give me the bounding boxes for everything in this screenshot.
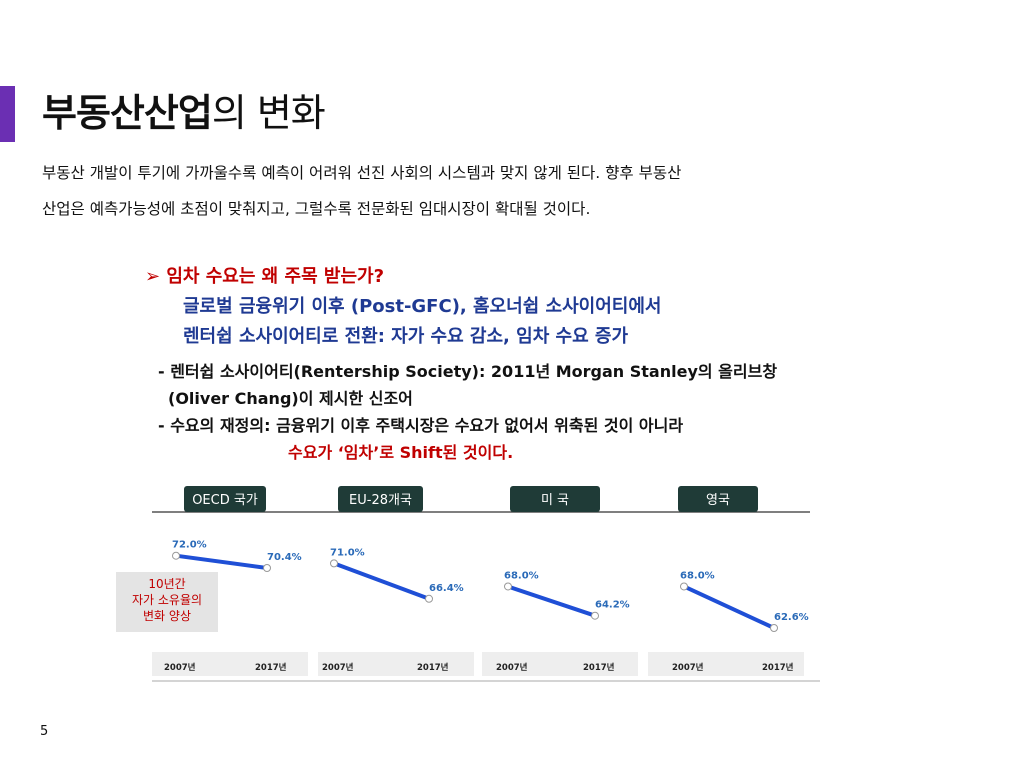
tick-label-4-1: 2007년: [672, 662, 704, 673]
panel-header-3: [510, 486, 600, 512]
panel-title-3: 미 국: [541, 493, 569, 508]
note-2-line-1: - 수요의 재정의: 금융위기 이후 주택시장은 수요가 없어서 위축된 것이 …: [158, 416, 684, 435]
tick-label-4-2: 2017년: [762, 662, 794, 673]
side-callout-line-3: 변화 양상: [143, 609, 191, 623]
data-label-2-2: 66.4%: [429, 583, 464, 594]
panel-header-2: [338, 486, 423, 512]
panel-title-4: 영국: [706, 493, 730, 508]
data-point-1-2: [263, 564, 271, 572]
series-line-4: [682, 584, 776, 630]
intro-paragraph: 부동산 개발이 투기에 가까울수록 예측이 어려워 선진 사회의 시스템과 맞지…: [42, 155, 1002, 227]
note-1-line-2: (Oliver Chang)이 제시한 신조어: [168, 389, 413, 408]
data-point-3-1: [504, 582, 512, 591]
question-block: ➢ 임차 수요는 왜 주목 받는가? 글로벌 금융위기 이후 (Post-GFC…: [145, 262, 661, 352]
page-title: 부동산산업의 변화: [42, 90, 326, 136]
title-accent-bar: [0, 86, 15, 142]
series-line-3: [506, 584, 597, 618]
data-point-2-1: [330, 559, 338, 568]
notes-block: - 렌터쉽 소사이어티(Rentership Society): 2011년 M…: [158, 358, 777, 466]
side-callout-line-2: 자가 소유율의: [132, 593, 202, 607]
note-2-line-2: 수요가 ‘임차’로 Shift된 것이다.: [288, 443, 514, 462]
panel-title-2: EU-28개국: [349, 493, 412, 508]
question-line-2: 렌터쉽 소사이어티로 전환: 자가 수요 감소, 임차 수요 증가: [183, 326, 629, 347]
page-title-light: 의 변화: [211, 91, 326, 135]
data-point-2-2: [425, 594, 433, 603]
side-callout-box: [116, 572, 218, 632]
data-point-4-1: [680, 582, 688, 591]
question-heading: ➢ 임차 수요는 왜 주목 받는가?: [145, 266, 385, 287]
homeownership-charts: OECD 국가 72.0% 2007년 70.4% 2017년 EU-28개국 71.0% 2…: [116, 486, 820, 682]
panel-header-4: [678, 486, 758, 512]
page-number: 5: [40, 724, 49, 739]
panel-axis-strip-2: [318, 652, 474, 676]
data-label-3-2: 64.2%: [595, 600, 630, 611]
data-label-4-1: 68.0%: [680, 570, 715, 581]
tick-label-1-2: 2017년: [255, 662, 287, 673]
data-label-1-2: 70.4%: [267, 552, 302, 563]
data-point-3-2: [591, 611, 599, 620]
tick-label-3-2: 2017년: [583, 662, 615, 673]
page-title-bold: 부동산산업: [42, 91, 213, 135]
data-label-4-2: 62.6%: [774, 612, 809, 623]
tick-label-2-2: 2017년: [417, 662, 449, 673]
panel-header-1: [184, 486, 266, 512]
tick-label-2-1: 2007년: [322, 662, 354, 673]
data-label-1-1: 72.0%: [172, 540, 207, 551]
panel-title-1: OECD 국가: [192, 493, 258, 508]
side-callout-line-1: 10년간: [148, 577, 185, 591]
tick-label-1-1: 2007년: [164, 662, 196, 673]
series-line-1: [174, 553, 269, 570]
series-line-2: [332, 561, 431, 601]
data-point-4-2: [770, 624, 778, 632]
data-label-2-1: 71.0%: [330, 547, 365, 558]
data-label-3-1: 68.0%: [504, 570, 539, 581]
panel-axis-strip-3: [482, 652, 638, 676]
intro-line-1: 부동산 개발이 투기에 가까울수록 예측이 어려워 선진 사회의 시스템과 맞지…: [42, 164, 682, 182]
tick-label-3-1: 2007년: [496, 662, 528, 673]
question-line-1: 글로벌 금융위기 이후 (Post-GFC), 홈오너쉽 소사이어티에서: [183, 296, 662, 317]
panel-axis-strip-4: [648, 652, 804, 676]
note-1-line-1: - 렌터쉽 소사이어티(Rentership Society): 2011년 M…: [158, 362, 778, 381]
data-point-1-1: [172, 551, 180, 560]
intro-line-2: 산업은 예측가능성에 초점이 맞춰지고, 그럴수록 전문화된 임대시장이 확대될…: [42, 200, 591, 218]
panel-axis-strip-1: [152, 652, 308, 676]
